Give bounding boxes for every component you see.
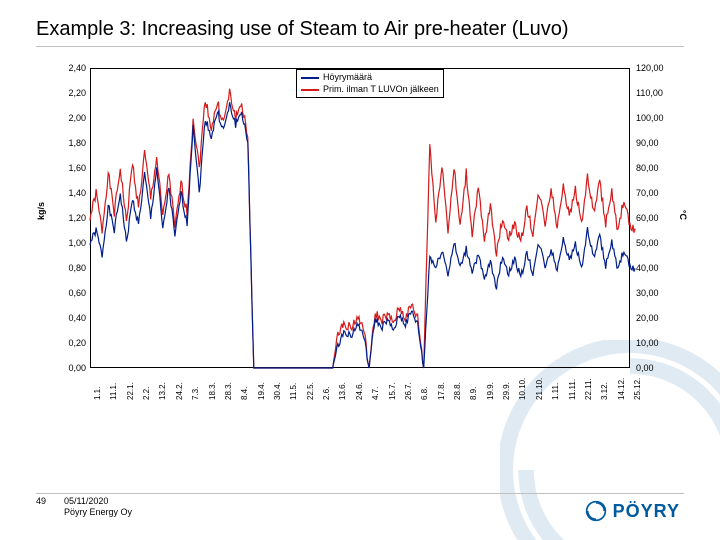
x-tick: 21.10. — [535, 378, 544, 400]
legend-swatch — [301, 77, 319, 79]
y-right-tick: 80,00 — [636, 163, 676, 173]
logo-swirl-icon — [585, 500, 607, 522]
x-tick: 15.7. — [388, 382, 397, 400]
x-tick: 2.2. — [142, 387, 151, 400]
title-divider — [36, 46, 684, 47]
x-tick: 3.12. — [600, 382, 609, 400]
x-tick: 1.1. — [93, 387, 102, 400]
x-tick: 17.8. — [437, 382, 446, 400]
x-tick: 8.9. — [469, 387, 478, 400]
x-tick: 7.3. — [191, 387, 200, 400]
x-tick: 14.12. — [617, 378, 626, 400]
y-left-tick: 0,80 — [46, 263, 86, 273]
y-right-tick: 70,00 — [636, 188, 676, 198]
x-tick: 10.10. — [518, 378, 527, 400]
y-left-tick: 1,80 — [46, 138, 86, 148]
y-right-tick: 60,00 — [636, 213, 676, 223]
logo: PÖYRY — [585, 500, 680, 522]
y-right-tick: 40,00 — [636, 263, 676, 273]
page-number: 49 — [36, 496, 64, 506]
chart-container: kg/s °C 0,000,200,400,600,801,001,201,40… — [36, 60, 684, 440]
legend-item: Höyrymäärä — [301, 72, 439, 84]
y-right-tick: 20,00 — [636, 313, 676, 323]
x-tick: 1.11. — [551, 383, 560, 400]
x-tick: 22.11. — [584, 378, 593, 400]
x-tick: 22.1. — [126, 382, 135, 400]
x-tick: 11.11. — [568, 379, 577, 400]
x-tick: 30.4. — [273, 382, 282, 400]
x-tick: 13.2. — [158, 382, 167, 400]
x-tick: 19.9. — [486, 382, 495, 400]
y-left-tick: 1,60 — [46, 163, 86, 173]
x-tick: 28.8. — [453, 382, 462, 400]
y-left-tick: 0,00 — [46, 363, 86, 373]
x-tick: 6.8. — [420, 387, 429, 400]
y-left-tick: 2,20 — [46, 88, 86, 98]
footer-company: Pöyry Energy Oy — [64, 507, 132, 518]
y-right-tick: 90,00 — [636, 138, 676, 148]
footer-date: 05/11/2020 — [64, 496, 132, 507]
y-left-tick: 1,40 — [46, 188, 86, 198]
logo-text: PÖYRY — [613, 501, 680, 522]
y-left-tick: 2,00 — [46, 113, 86, 123]
y-left-axis-label: kg/s — [36, 202, 46, 220]
x-tick: 29.9. — [502, 382, 511, 400]
legend-item: Prim. ilman T LUVOn jälkeen — [301, 84, 439, 96]
page-title: Example 3: Increasing use of Steam to Ai… — [36, 18, 569, 41]
y-right-axis-label: °C — [678, 210, 688, 220]
y-left-tick: 1,20 — [46, 213, 86, 223]
y-right-tick: 50,00 — [636, 238, 676, 248]
x-tick: 28.3. — [224, 382, 233, 400]
x-tick: 18.3. — [208, 382, 217, 400]
x-tick: 24.2. — [175, 382, 184, 400]
legend-label: Prim. ilman T LUVOn jälkeen — [323, 84, 439, 96]
x-tick: 4.7. — [371, 387, 380, 400]
y-left-tick: 0,40 — [46, 313, 86, 323]
x-tick: 19.4. — [257, 382, 266, 400]
x-tick: 13.6. — [338, 382, 347, 400]
y-right-tick: 10,00 — [636, 338, 676, 348]
y-left-tick: 0,60 — [46, 288, 86, 298]
y-right-tick: 100,00 — [636, 113, 676, 123]
y-left-tick: 1,00 — [46, 238, 86, 248]
x-tick: 8.4. — [240, 387, 249, 400]
x-tick: 2.6. — [322, 387, 331, 400]
x-tick: 22.5. — [306, 382, 315, 400]
y-left-tick: 0,20 — [46, 338, 86, 348]
x-tick: 11.1. — [109, 383, 118, 400]
x-tick: 25.12. — [633, 378, 642, 400]
chart-legend: Höyrymäärä Prim. ilman T LUVOn jälkeen — [296, 69, 444, 98]
legend-label: Höyrymäärä — [323, 72, 372, 84]
legend-swatch — [301, 89, 319, 91]
chart-lines — [90, 68, 630, 368]
y-left-tick: 2,40 — [46, 63, 86, 73]
x-tick: 11.5. — [289, 383, 298, 400]
y-right-tick: 30,00 — [636, 288, 676, 298]
x-tick: 26.7. — [404, 382, 413, 400]
y-right-tick: 0,00 — [636, 363, 676, 373]
y-right-tick: 120,00 — [636, 63, 676, 73]
y-right-tick: 110,00 — [636, 88, 676, 98]
x-tick: 24.6. — [355, 382, 364, 400]
